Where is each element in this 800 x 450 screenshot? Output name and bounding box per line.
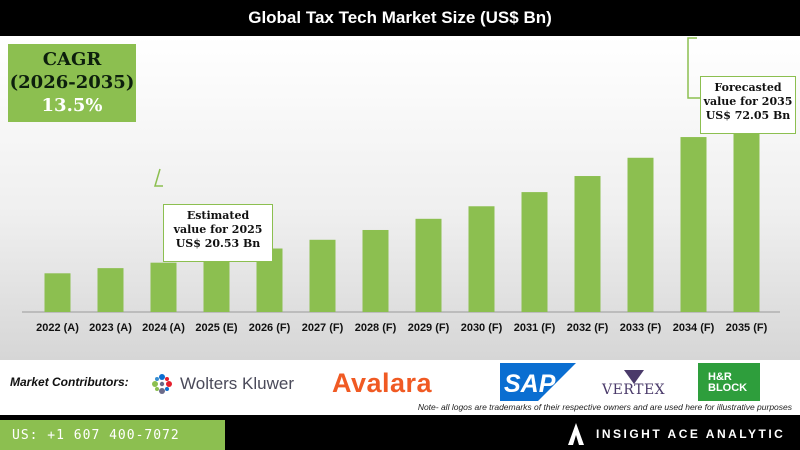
hr-block-text-bottom: BLOCK xyxy=(708,382,748,394)
bar-11 xyxy=(627,157,654,312)
bar-2 xyxy=(150,262,177,312)
bar-0 xyxy=(44,273,71,312)
footer-brand: INSIGHT ACE ANALYTIC xyxy=(568,423,785,445)
bar-9 xyxy=(521,192,548,312)
footer-brand-text: INSIGHT ACE ANALYTIC xyxy=(596,427,786,441)
callout-2035-line1: Forecasted xyxy=(714,81,782,94)
chart-area: 2022 (A) 2023 (A) 2024 (A) 2025 (E) 2026 (F)… xyxy=(0,36,800,360)
trademark-note: Note- all logos are trademarks of their … xyxy=(417,402,792,412)
x-tick-label: 2033 (F) xyxy=(620,322,662,334)
x-tick-label: 2032 (F) xyxy=(567,322,609,334)
bar-10 xyxy=(574,176,601,312)
market-contributors: Market Contributors: Wolters Kluwer Aval… xyxy=(0,360,800,415)
x-tick-label: 2022 (A) xyxy=(36,322,79,334)
callout-2025-line1: Estimated xyxy=(186,209,250,222)
footer-phone: US: +1 607 400-7072 xyxy=(0,420,225,450)
x-tick-label: 2028 (F) xyxy=(355,322,397,334)
callout-2035-line2: value for 2035 xyxy=(703,95,793,108)
callout-2025: Estimated value for 2025 US$ 20.53 Bn xyxy=(163,204,273,262)
vertex-icon xyxy=(623,370,644,384)
wolters-kluwer-logo: Wolters Kluwer xyxy=(150,370,294,398)
contributors-label: Market Contributors: xyxy=(10,375,129,389)
x-tick-label: 2027 (F) xyxy=(302,322,344,334)
chart-title: Global Tax Tech Market Size (US$ Bn) xyxy=(248,8,552,27)
callout-2035: Forecasted value for 2035 US$ 72.05 Bn xyxy=(700,76,796,134)
x-tick-label: 2024 (A) xyxy=(142,322,185,334)
bar-3 xyxy=(203,256,230,312)
chart-header: Global Tax Tech Market Size (US$ Bn) xyxy=(0,0,800,36)
cagr-label: CAGR xyxy=(42,49,102,70)
callout-2025-line2: value for 2025 xyxy=(173,223,263,236)
bar-chart: 2022 (A) 2023 (A) 2024 (A) 2025 (E) 2026 (F)… xyxy=(22,37,780,334)
bar-5 xyxy=(309,239,336,312)
callout-2025-connector xyxy=(153,168,163,187)
cagr-period: (2026-2035) xyxy=(9,72,135,93)
x-tick-label: 2034 (F) xyxy=(673,322,715,334)
bar-1 xyxy=(97,268,124,312)
x-tick-label: 2030 (F) xyxy=(461,322,503,334)
hr-block-logo: H&R BLOCK xyxy=(698,363,760,401)
hr-block-text-top: H&R xyxy=(708,371,732,383)
bar-8 xyxy=(468,206,495,312)
x-tick-label: 2035 (F) xyxy=(726,322,768,334)
callout-2025-line3: US$ 20.53 Bn xyxy=(175,237,261,250)
bar-7 xyxy=(415,218,442,312)
x-tick-label: 2029 (F) xyxy=(408,322,450,334)
vertex-logo: VERTEX xyxy=(602,370,665,398)
x-tick-label: 2025 (E) xyxy=(195,322,238,334)
sap-text: SAP xyxy=(504,370,556,398)
insight-ace-icon xyxy=(568,423,584,445)
x-tick-label: 2023 (A) xyxy=(89,322,132,334)
cagr-box: CAGR (2026-2035) 13.5% xyxy=(8,44,136,122)
avalara-text: Avalara xyxy=(332,368,433,398)
sap-logo: SAP xyxy=(500,363,576,401)
x-tick-label: 2026 (F) xyxy=(249,322,291,334)
bar-6 xyxy=(362,229,389,312)
avalara-logo: Avalara xyxy=(332,368,432,399)
bar-12 xyxy=(680,137,707,312)
callout-2035-line3: US$ 72.05 Bn xyxy=(705,109,791,122)
footer: US: +1 607 400-7072 INSIGHT ACE ANALYTIC xyxy=(0,415,800,450)
wolters-kluwer-text: Wolters Kluwer xyxy=(180,374,294,393)
bar-13 xyxy=(733,115,760,312)
vertex-text: VERTEX xyxy=(602,382,666,398)
wolters-kluwer-icon xyxy=(152,374,172,394)
x-tick-label: 2031 (F) xyxy=(514,322,556,334)
cagr-value: 13.5% xyxy=(41,95,103,116)
sap-icon: SAP xyxy=(500,363,576,401)
